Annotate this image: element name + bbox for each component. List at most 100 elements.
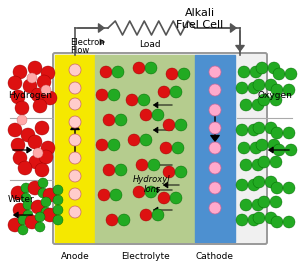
Circle shape xyxy=(271,84,283,96)
Circle shape xyxy=(23,210,33,220)
Circle shape xyxy=(126,94,138,106)
Circle shape xyxy=(240,199,252,211)
Circle shape xyxy=(148,159,160,171)
Circle shape xyxy=(98,189,110,201)
Circle shape xyxy=(35,222,45,232)
Text: Hydroxyl
Ions: Hydroxyl Ions xyxy=(133,175,171,194)
Circle shape xyxy=(209,162,221,174)
Circle shape xyxy=(236,179,248,191)
Circle shape xyxy=(41,207,51,217)
Circle shape xyxy=(265,122,277,134)
Text: Hydrogen: Hydrogen xyxy=(8,91,52,100)
Circle shape xyxy=(103,164,115,176)
Circle shape xyxy=(8,123,22,137)
Circle shape xyxy=(29,155,43,169)
Circle shape xyxy=(41,66,55,80)
Circle shape xyxy=(250,66,262,78)
Circle shape xyxy=(43,188,57,202)
Circle shape xyxy=(258,156,270,168)
Circle shape xyxy=(270,196,282,208)
Circle shape xyxy=(11,90,25,104)
Bar xyxy=(95,55,195,242)
Circle shape xyxy=(258,94,270,106)
Circle shape xyxy=(152,209,164,221)
Circle shape xyxy=(53,215,63,225)
Circle shape xyxy=(21,183,31,193)
Circle shape xyxy=(13,203,27,217)
Circle shape xyxy=(270,156,282,168)
Circle shape xyxy=(175,166,187,178)
Circle shape xyxy=(240,159,252,171)
Circle shape xyxy=(265,176,277,188)
FancyBboxPatch shape xyxy=(53,53,267,244)
Circle shape xyxy=(31,88,45,102)
Text: Water: Water xyxy=(8,196,35,205)
Circle shape xyxy=(252,159,264,171)
Circle shape xyxy=(28,181,42,195)
Circle shape xyxy=(115,164,127,176)
Circle shape xyxy=(250,142,262,154)
Circle shape xyxy=(158,86,170,98)
Circle shape xyxy=(152,109,164,121)
Circle shape xyxy=(38,188,48,198)
Circle shape xyxy=(133,186,145,198)
Circle shape xyxy=(11,138,25,152)
Circle shape xyxy=(178,68,190,80)
Circle shape xyxy=(252,199,264,211)
Circle shape xyxy=(253,176,265,188)
Circle shape xyxy=(35,163,49,177)
Circle shape xyxy=(273,68,285,80)
Circle shape xyxy=(160,142,172,154)
Circle shape xyxy=(17,115,27,125)
Circle shape xyxy=(69,82,81,94)
Circle shape xyxy=(163,119,175,131)
Circle shape xyxy=(128,134,140,146)
Circle shape xyxy=(209,104,221,116)
Circle shape xyxy=(108,89,120,101)
Circle shape xyxy=(265,79,277,91)
Circle shape xyxy=(118,214,130,226)
Bar xyxy=(195,55,235,242)
Circle shape xyxy=(136,159,148,171)
Text: Oxygen: Oxygen xyxy=(257,91,292,100)
Circle shape xyxy=(172,142,184,154)
Circle shape xyxy=(100,66,112,78)
Circle shape xyxy=(33,148,43,158)
Text: Load: Load xyxy=(139,40,161,49)
Circle shape xyxy=(15,101,29,115)
Circle shape xyxy=(170,86,182,98)
Circle shape xyxy=(236,124,248,136)
Circle shape xyxy=(37,75,51,89)
Circle shape xyxy=(23,79,37,93)
Text: Alkali
Fuel Cell: Alkali Fuel Cell xyxy=(176,8,224,30)
Circle shape xyxy=(33,99,47,113)
Circle shape xyxy=(112,66,124,78)
Circle shape xyxy=(110,189,122,201)
Circle shape xyxy=(209,84,221,96)
Circle shape xyxy=(258,196,270,208)
Circle shape xyxy=(96,139,108,151)
Circle shape xyxy=(283,127,295,139)
Circle shape xyxy=(13,151,27,165)
Circle shape xyxy=(285,144,297,156)
Circle shape xyxy=(253,212,265,224)
Circle shape xyxy=(28,135,42,149)
Circle shape xyxy=(41,197,51,207)
Circle shape xyxy=(35,212,45,222)
Circle shape xyxy=(271,216,283,228)
Circle shape xyxy=(38,178,48,188)
Circle shape xyxy=(273,144,285,156)
Circle shape xyxy=(43,91,57,105)
Circle shape xyxy=(209,182,221,194)
Circle shape xyxy=(238,142,250,154)
Circle shape xyxy=(8,218,22,232)
Circle shape xyxy=(271,127,283,139)
Circle shape xyxy=(238,66,250,78)
Circle shape xyxy=(236,82,248,94)
Circle shape xyxy=(256,139,268,151)
Circle shape xyxy=(265,212,277,224)
Text: Flow: Flow xyxy=(70,46,89,55)
Circle shape xyxy=(39,150,53,164)
Circle shape xyxy=(53,195,63,205)
Circle shape xyxy=(271,182,283,194)
